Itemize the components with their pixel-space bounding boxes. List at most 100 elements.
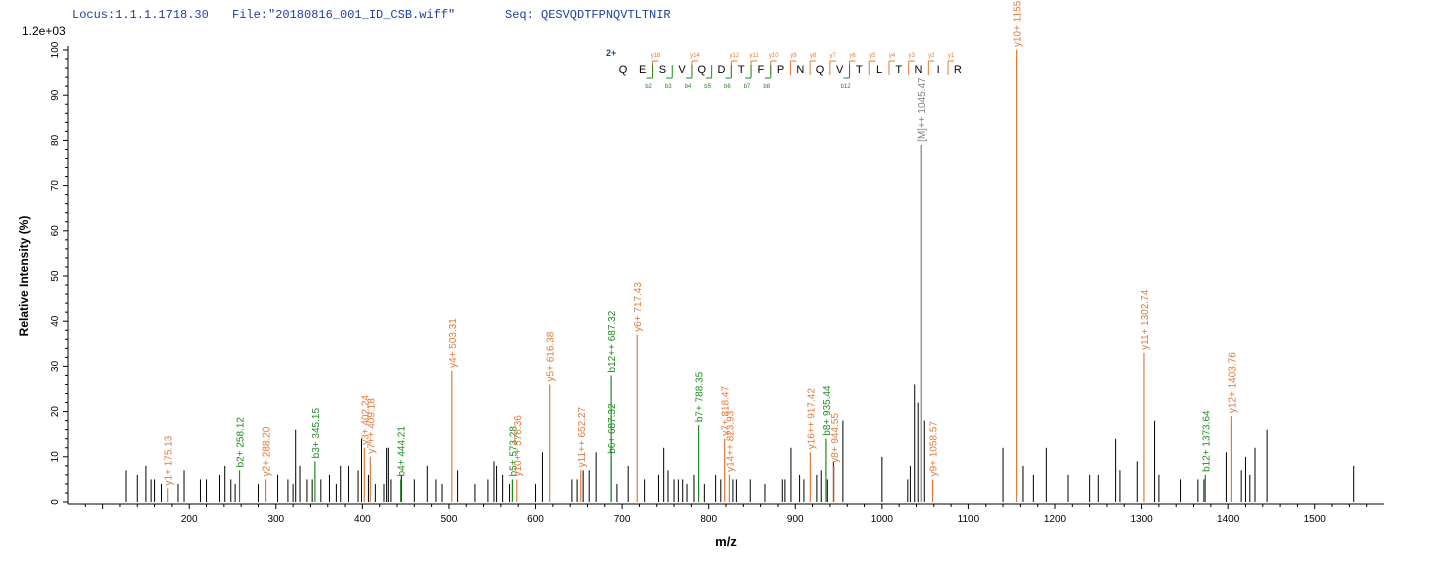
y-cleavage-label: y7 — [830, 53, 837, 59]
y-cleavage-label: y1 — [948, 53, 955, 59]
peak-label-y: y7+ 818.47 — [721, 386, 732, 436]
peak-label-y: y10++ 578.36 — [513, 415, 524, 477]
x-tick-label: 800 — [700, 514, 717, 525]
y-axis-label: Relative Intensity (%) — [17, 216, 31, 337]
peak-label-b: b5+ 573.28 — [508, 426, 519, 477]
b-cleavage-label: b7 — [744, 84, 751, 90]
peak-label-y: y5+ 616.38 — [546, 331, 557, 381]
residue-N: N — [915, 64, 923, 76]
residue-E: E — [639, 64, 646, 76]
x-tick-label: 700 — [614, 514, 631, 525]
peak-label-y: y16++ 917.42 — [806, 388, 817, 450]
peak-label-b: b4+ 444.21 — [397, 426, 408, 477]
b-cleavage-label: b8 — [763, 84, 770, 90]
y-cleavage-label: y9 — [790, 53, 797, 59]
y-cleavage-label: y11 — [749, 53, 759, 59]
residue-T: T — [895, 64, 902, 76]
y-cleavage-label: y8 — [810, 53, 817, 59]
locus-label: Locus:1.1.1.1718.30 — [72, 8, 209, 22]
b-cleavage-label: b12 — [841, 84, 852, 90]
peak-label-b: b7+ 788.35 — [695, 371, 706, 422]
x-tick-label: 600 — [527, 514, 544, 525]
peak-label-b: b6+ 687.32 — [607, 403, 618, 454]
peak-label-b: b2+ 258.12 — [236, 417, 247, 468]
y-tick-label: 40 — [50, 315, 61, 327]
peak-label-y: y1+ 175.13 — [164, 435, 175, 485]
residue-V: V — [678, 64, 686, 76]
peak-label-precursor: [M]++ 1045.47 — [917, 77, 928, 142]
y-tick-label: 50 — [50, 270, 61, 282]
residue-N: N — [796, 64, 804, 76]
y-tick-label: 20 — [50, 406, 61, 418]
peak-label-y: y14++ 823.93 — [725, 410, 736, 472]
peak-label-y: y4+ 503.31 — [448, 318, 459, 368]
intensity-scale-label: 1.2e+03 — [22, 24, 66, 38]
y-cleavage-label: y10 — [769, 53, 779, 59]
y-cleavage-label: y14 — [690, 53, 700, 59]
b-cleavage-label: b5 — [704, 84, 711, 90]
x-tick-label: 1400 — [1217, 514, 1240, 525]
residue-R: R — [954, 64, 962, 76]
x-tick-label: 1000 — [871, 514, 894, 525]
y-cleavage-label: y2 — [928, 53, 935, 59]
x-tick-label: 400 — [354, 514, 371, 525]
y-cleavage-label: y5 — [869, 53, 876, 59]
peak-label-b: b3+ 345.15 — [311, 408, 322, 459]
residue-Q: Q — [816, 64, 825, 76]
residue-L: L — [876, 64, 882, 76]
peak-label-y: y12+ 1403.76 — [1227, 352, 1238, 413]
x-tick-label: 300 — [267, 514, 284, 525]
residue-P: P — [777, 64, 784, 76]
peak-label-y: y11+ 1302.74 — [1140, 289, 1151, 350]
y-cleavage-label: y4 — [889, 53, 896, 59]
file-label: File:"20180816_001_ID_CSB.wiff" — [232, 8, 456, 22]
residue-S: S — [659, 64, 666, 76]
y-tick-label: 100 — [50, 41, 61, 58]
peak-label-y: y3+ 402.24 — [360, 395, 371, 445]
y-tick-label: 60 — [50, 225, 61, 237]
b-cleavage-label: b4 — [685, 84, 692, 90]
x-tick-label: 500 — [441, 514, 458, 525]
peak-label-y: y11++ 652.27 — [577, 406, 588, 467]
y-tick-label: 80 — [50, 134, 61, 146]
residue-T: T — [856, 64, 863, 76]
y-tick-label: 30 — [50, 360, 61, 372]
x-axis-label: m/z — [715, 534, 737, 549]
peak-label-b: b12+ 1373.64 — [1201, 410, 1212, 472]
y-tick-label: 10 — [50, 451, 61, 463]
peak-label-y: y2+ 288.20 — [262, 426, 273, 476]
x-tick-label: 1300 — [1130, 514, 1153, 525]
sequence-label: Seq: QESVQDTFPNQVTLTNIR — [505, 8, 671, 22]
y-tick-label: 70 — [50, 180, 61, 192]
residue-T: T — [738, 64, 745, 76]
y-tick-label: 0 — [50, 499, 61, 505]
x-tick-label: 900 — [787, 514, 804, 525]
x-tick-label: 1200 — [1044, 514, 1067, 525]
x-tick-label: 200 — [181, 514, 198, 525]
b-cleavage-label: b2 — [645, 84, 652, 90]
charge-label: 2+ — [606, 48, 616, 58]
y-cleavage-label: y12 — [730, 53, 740, 59]
residue-I: I — [937, 64, 940, 76]
peak-label-y: y10+ 1155.66 — [1013, 0, 1024, 47]
y-tick-label: 90 — [50, 89, 61, 101]
x-tick-label: 1500 — [1304, 514, 1327, 525]
peak-label-y: y9+ 1058.57 — [929, 421, 940, 477]
y-cleavage-label: y16 — [651, 53, 661, 59]
b-cleavage-label: b3 — [665, 84, 672, 90]
peak-label-y: y8+ 944.55 — [830, 413, 841, 463]
residue-F: F — [758, 64, 765, 76]
residue-Q: Q — [698, 64, 707, 76]
residue-D: D — [718, 64, 726, 76]
residue-Q: Q — [619, 64, 628, 76]
peak-label-b: b8+ 935.44 — [822, 385, 833, 436]
peak-label-b: b12++ 687.32 — [607, 310, 618, 372]
b-cleavage-label: b6 — [724, 84, 731, 90]
residue-V: V — [836, 64, 844, 76]
peak-label-y: y7++ 409.18 — [366, 398, 377, 454]
y-cleavage-label: y6 — [849, 53, 856, 59]
x-tick-label: 1100 — [958, 514, 980, 525]
peak-label-y: y6+ 717.43 — [633, 282, 644, 332]
y-cleavage-label: y3 — [908, 53, 915, 59]
